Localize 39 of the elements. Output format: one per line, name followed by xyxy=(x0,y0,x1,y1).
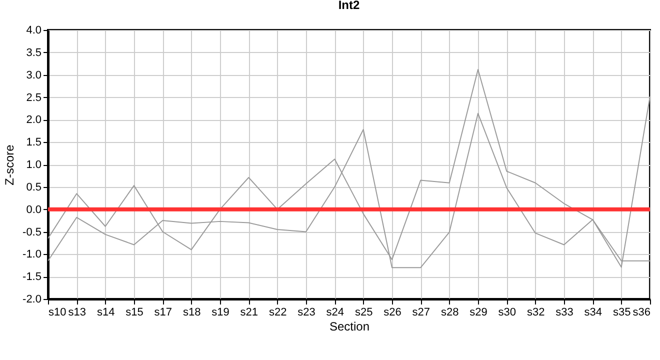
y-tick-label: 4.0 xyxy=(26,24,42,36)
chart-title: Int2 xyxy=(338,0,360,12)
x-tick-label: s19 xyxy=(212,306,230,318)
x-tick-label: s21 xyxy=(240,306,258,318)
x-tick-label: s22 xyxy=(268,306,287,318)
y-tick-label: -1.5 xyxy=(22,271,42,284)
y-tick-label: -1.0 xyxy=(22,248,42,261)
x-tick-label: s26 xyxy=(384,306,402,318)
y-tick-label: -2.0 xyxy=(22,294,42,306)
y-tick-label: 0.0 xyxy=(26,204,42,216)
x-tick-label: s36 xyxy=(632,306,650,318)
y-tick-label: 2.5 xyxy=(26,92,42,104)
x-tick-label: s33 xyxy=(556,306,574,318)
y-tick-label: 3.0 xyxy=(26,69,42,82)
x-tick-label: s14 xyxy=(96,306,115,318)
y-tick-label: 0.5 xyxy=(26,181,42,194)
x-tick-label: s25 xyxy=(354,306,373,318)
x-tick-label: s13 xyxy=(68,306,86,318)
x-tick-label: s29 xyxy=(470,306,488,318)
x-tick-label: s34 xyxy=(584,306,602,318)
y-tick-label: 1.0 xyxy=(26,159,42,171)
x-tick-label: s35 xyxy=(612,306,631,318)
x-tick-label: s15 xyxy=(126,306,144,318)
x-tick-label: s27 xyxy=(412,306,430,318)
x-tick-label: s23 xyxy=(298,306,316,318)
x-tick-label: s28 xyxy=(440,306,459,318)
y-tick-label: 2.0 xyxy=(26,114,42,126)
y-tick-label: -0.5 xyxy=(22,226,42,238)
y-tick-label: 3.5 xyxy=(26,46,42,59)
y-tick-label: 1.5 xyxy=(26,136,42,149)
x-tick-label: s10 xyxy=(48,306,66,318)
line-series xyxy=(48,68,650,268)
x-tick-label: s18 xyxy=(182,306,201,318)
x-tick-label: s24 xyxy=(326,306,344,318)
x-tick-label: s32 xyxy=(526,306,545,318)
x-tick-label: s17 xyxy=(154,306,172,318)
x-tick-label: s30 xyxy=(498,306,516,318)
y-axis-title: Z-score xyxy=(2,144,17,186)
x-axis-title: Section xyxy=(329,320,370,334)
